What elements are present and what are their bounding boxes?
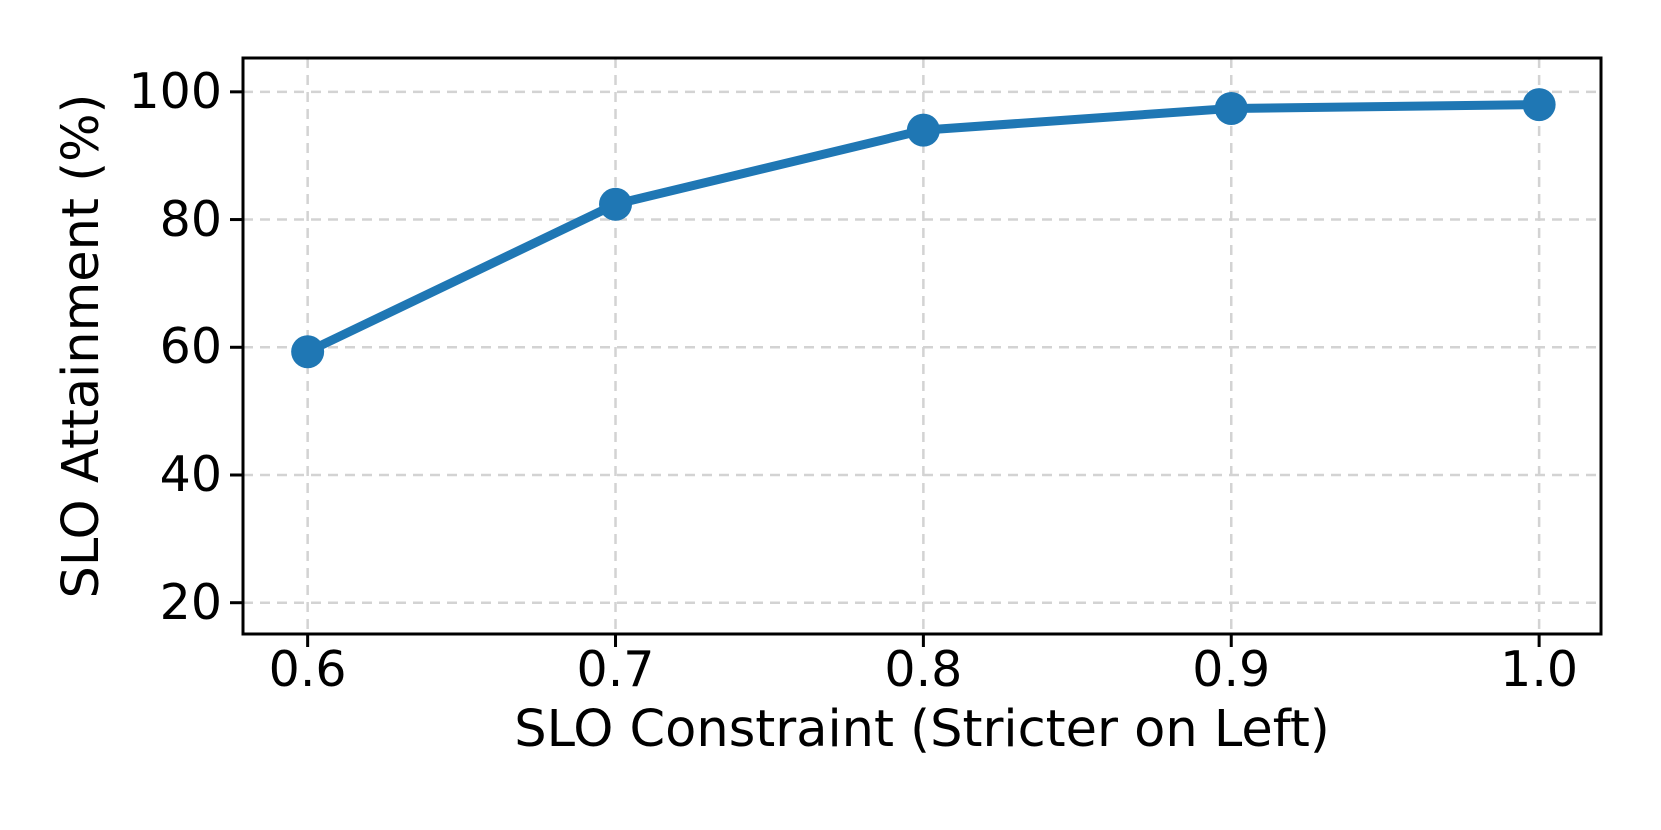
y-tick-label: 60 bbox=[159, 318, 222, 376]
x-tick-label: 0.7 bbox=[576, 641, 655, 698]
y-tick-label: 20 bbox=[159, 573, 222, 631]
x-tick-label: 0.6 bbox=[268, 641, 347, 698]
x-tick-label: 0.8 bbox=[884, 641, 963, 698]
data-point-marker bbox=[1214, 91, 1248, 125]
x-tick-label: 0.9 bbox=[1192, 641, 1271, 698]
y-tick-label: 100 bbox=[128, 62, 222, 120]
data-point-marker bbox=[291, 335, 325, 369]
x-tick-label: 1.0 bbox=[1500, 641, 1579, 698]
data-point-marker bbox=[1522, 88, 1556, 122]
y-tick-label: 80 bbox=[159, 190, 222, 248]
data-point-marker bbox=[906, 113, 940, 147]
y-axis-label: SLO Attainment (%) bbox=[52, 93, 111, 599]
y-tick-label: 40 bbox=[159, 445, 222, 503]
data-point-marker bbox=[599, 187, 633, 221]
axes-frame bbox=[241, 56, 1603, 636]
x-axis-label: SLO Constraint (Stricter on Left) bbox=[514, 700, 1330, 759]
